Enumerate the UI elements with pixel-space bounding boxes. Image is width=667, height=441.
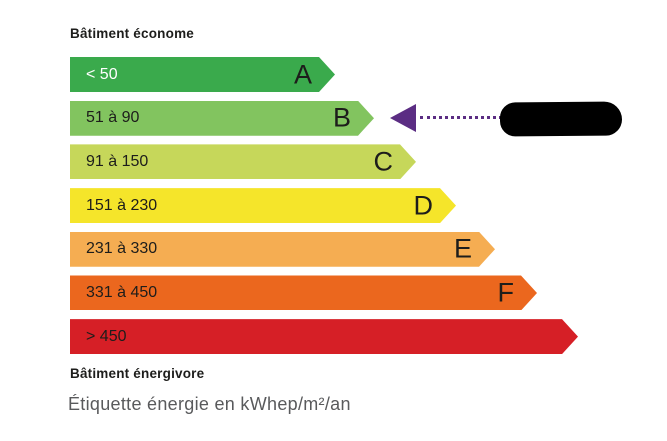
bar-range-label: 91 à 150 [86, 152, 149, 170]
energy-bar: > 450 [70, 319, 578, 354]
energy-bar: 91 à 150 C [70, 144, 416, 179]
redacted-value-blob [499, 101, 623, 137]
energy-bar: 151 à 230 D [70, 188, 456, 223]
bar-letter: E [453, 233, 472, 264]
bar-letter: A [293, 59, 312, 89]
bar-letter: F [497, 277, 514, 308]
bar-range-label: 151 à 230 [86, 196, 158, 214]
bar-letter: B [332, 102, 351, 133]
bar-range-label: 231 à 330 [86, 240, 158, 258]
bar-range-label: 51 à 90 [86, 109, 140, 127]
energy-bar: 331 à 450 F [70, 275, 537, 310]
energy-bar: < 50 A [70, 57, 335, 92]
bar-range-label: 331 à 450 [86, 283, 158, 301]
bar-range-label: < 50 [86, 65, 118, 83]
energy-bar: 51 à 90 B [70, 101, 374, 136]
top-label: Bâtiment économe [70, 26, 194, 41]
bar-letter: C [373, 146, 393, 177]
indicator-dotted-line [420, 116, 502, 119]
bar-letter: D [413, 190, 433, 221]
energy-bars: < 50 A 51 à 90 B 91 à 150 C 151 à 230 D … [70, 57, 578, 354]
bar-range-label: > 450 [86, 327, 127, 345]
bottom-label: Bâtiment énergivore [70, 366, 205, 381]
chart-caption: Étiquette énergie en kWhep/m²/an [68, 394, 351, 414]
energy-bar: 231 à 330 E [70, 232, 495, 267]
selected-band-arrow-icon [390, 104, 416, 132]
